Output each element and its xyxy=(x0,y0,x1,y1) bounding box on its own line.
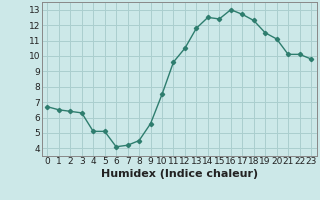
X-axis label: Humidex (Indice chaleur): Humidex (Indice chaleur) xyxy=(100,169,258,179)
